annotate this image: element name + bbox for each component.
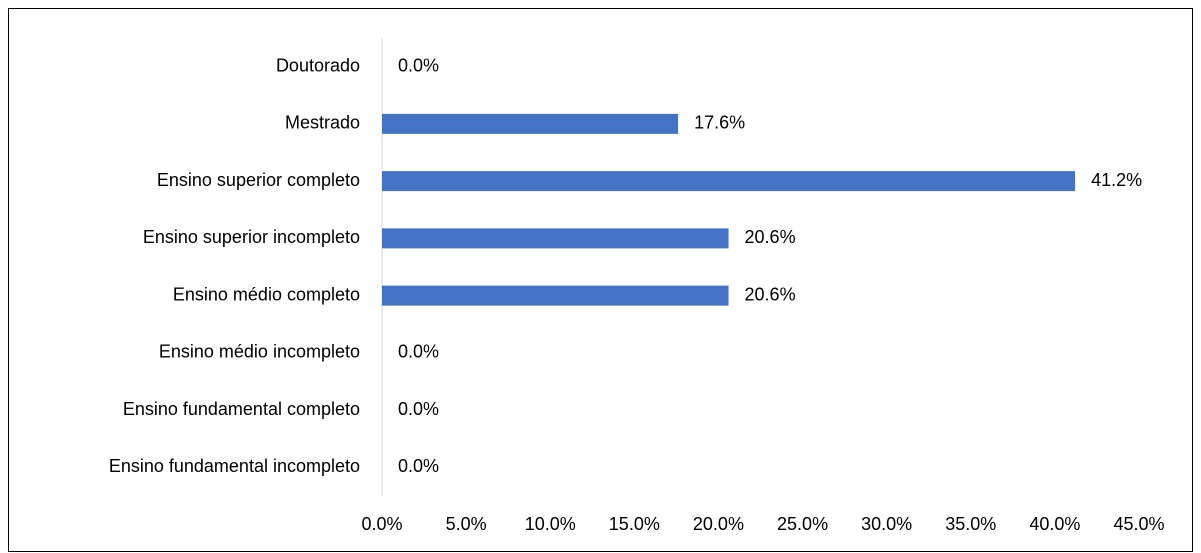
x-tick-label: 45.0%: [1113, 514, 1164, 534]
data-label: 41.2%: [1091, 170, 1142, 190]
data-label: 20.6%: [745, 227, 796, 247]
y-tick-label: Ensino médio completo: [173, 284, 360, 304]
x-tick-label: 20.0%: [693, 514, 744, 534]
bar: [382, 285, 729, 306]
y-tick-label: Mestrado: [285, 113, 360, 133]
bar: [382, 113, 679, 134]
x-tick-label: 15.0%: [609, 514, 660, 534]
y-tick-label: Ensino fundamental incompleto: [109, 456, 360, 476]
y-tick-label: Ensino fundamental completo: [123, 399, 360, 419]
bar: [382, 171, 1076, 192]
x-tick-label: 40.0%: [1029, 514, 1080, 534]
y-tick-label: Ensino superior incompleto: [143, 227, 360, 247]
data-label: 0.0%: [398, 342, 439, 362]
bar: [382, 228, 729, 249]
data-label: 0.0%: [398, 456, 439, 476]
y-tick-label: Ensino médio incompleto: [159, 342, 360, 362]
data-label: 20.6%: [745, 284, 796, 304]
data-label: 17.6%: [694, 113, 745, 133]
x-tick-label: 0.0%: [361, 514, 402, 534]
x-tick-label: 5.0%: [446, 514, 487, 534]
x-tick-label: 25.0%: [777, 514, 828, 534]
x-tick-label: 35.0%: [945, 514, 996, 534]
y-tick-label: Doutorado: [276, 55, 360, 75]
data-label: 0.0%: [398, 55, 439, 75]
x-tick-label: 30.0%: [861, 514, 912, 534]
y-tick-label: Ensino superior completo: [157, 170, 360, 190]
x-tick-label: 10.0%: [525, 514, 576, 534]
data-label: 0.0%: [398, 399, 439, 419]
chart-border: [8, 8, 1193, 552]
